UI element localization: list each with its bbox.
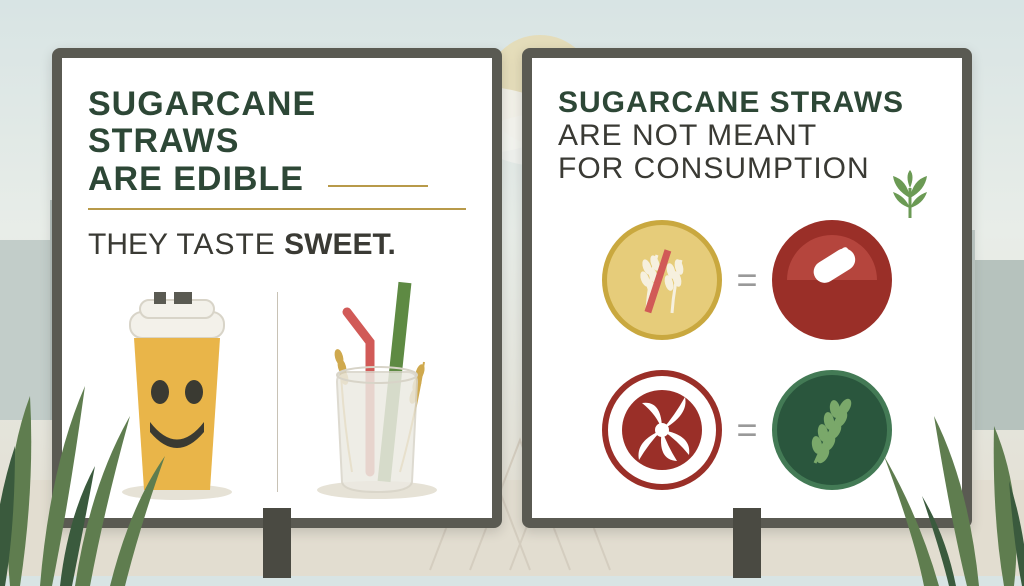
right-headline-1: SUGARCANE STRAWS: [558, 86, 936, 119]
leaf-accent-icon: [883, 168, 938, 223]
right-headline-2: ARE NOT MEANT: [558, 119, 936, 152]
equals-2: =: [727, 409, 767, 451]
left-subtitle: THEY TASTE SWEET.: [88, 228, 466, 262]
pinwheel-circle-icon: [602, 370, 722, 490]
glass-with-straws: [288, 282, 467, 502]
left-vertical-divider: [277, 292, 278, 492]
capsule-circle-icon: [772, 220, 892, 340]
sub-word-they: THEY: [88, 228, 168, 261]
foliage-right: [864, 386, 1024, 586]
left-headline-1: SUGARCANE STRAWS: [88, 86, 466, 161]
gold-rule-inline: [328, 185, 428, 187]
gold-rule: [88, 208, 466, 210]
sub-word-sweet: SWEET.: [284, 228, 396, 261]
foliage-left: [0, 356, 180, 586]
wheat-circle-icon: [602, 220, 722, 340]
sub-word-taste: TASTE: [176, 228, 275, 261]
left-headline-2: ARE EDIBLE: [88, 161, 304, 198]
equals-1: =: [727, 259, 767, 301]
right-headline-3: FOR CONSUMPTION: [558, 152, 936, 185]
